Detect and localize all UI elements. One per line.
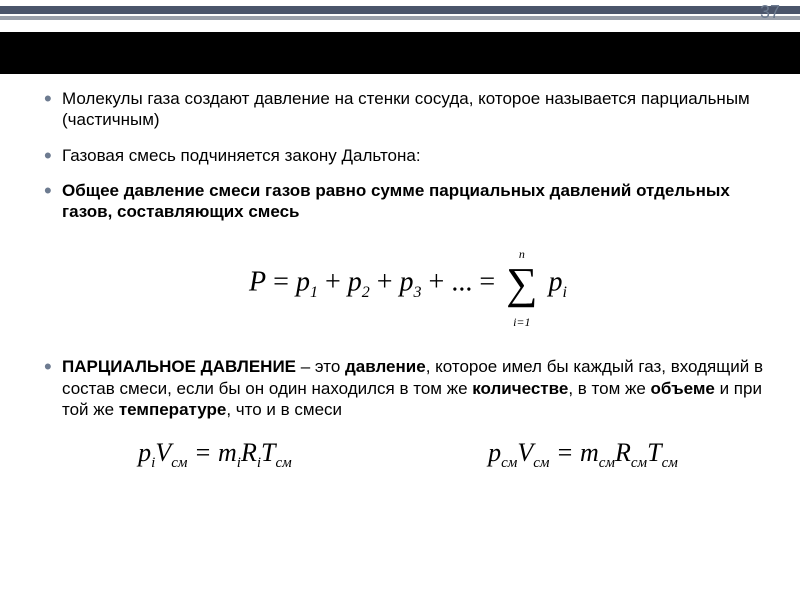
formula-piV: piVсм = miRiTсм [138, 438, 292, 472]
sym-plus1: + [318, 267, 348, 298]
f2b-V-sub: см [533, 455, 549, 471]
f2b-R-sub: см [631, 455, 647, 471]
sym-plus2: + [370, 267, 400, 298]
f2a-V: V [155, 438, 171, 467]
f2b-T-sub: см [662, 455, 678, 471]
formula-row: piVсм = miRiTсм pсмVсм = mсмRсмTсм [40, 438, 776, 472]
sym-p3: p [400, 267, 414, 298]
bullet-3: Общее давление смеси газов равно сумме п… [40, 180, 776, 223]
f2b-p-sub: см [501, 455, 517, 471]
f2a-p: p [138, 438, 151, 467]
bullet-1: Молекулы газа создают давление на стенки… [40, 88, 776, 131]
bullet-list: Молекулы газа создают давление на стенки… [40, 88, 776, 222]
sigma-icon: ∑ [506, 259, 537, 308]
b4-b: – это [296, 357, 345, 376]
slide-number: 37 [760, 2, 780, 23]
f2a-m: m [218, 438, 237, 467]
b4-i: температуре [119, 400, 227, 419]
f2b-eq: = [549, 438, 580, 467]
content: Молекулы газа создают давление на стенки… [40, 88, 776, 472]
decor-topbar2 [0, 16, 800, 20]
decor-topbar [0, 6, 800, 14]
f2b-m: m [580, 438, 599, 467]
f2a-R: R [241, 438, 257, 467]
b4-c: давление [345, 357, 426, 376]
sym-pi-i: i [563, 284, 567, 301]
b4-f: , в том же [568, 379, 650, 398]
sym-P: P [249, 267, 266, 298]
sub-3: 3 [414, 284, 422, 301]
bullet-4: ПАРЦИАЛЬНОЕ ДАВЛЕНИЕ – это давление, кот… [40, 356, 776, 420]
slide: 37 Молекулы газа создают давление на сте… [0, 0, 800, 600]
sigma-wrap: n∑i=1 [506, 236, 537, 332]
b4-a: ПАРЦИАЛЬНОЕ ДАВЛЕНИЕ [62, 357, 296, 376]
bullet-2: Газовая смесь подчиняется закону Дальтон… [40, 145, 776, 166]
decor-blackband [0, 32, 800, 74]
bullet-3-text: Общее давление смеси газов равно сумме п… [62, 181, 730, 221]
sigma-bot: i=1 [513, 315, 530, 329]
f2a-eq: = [187, 438, 218, 467]
f2a-T-sub: см [276, 455, 292, 471]
sym-p2: p [348, 267, 362, 298]
b4-e: количестве [472, 379, 568, 398]
b4-j: , что и в смеси [226, 400, 342, 419]
f2b-p: p [488, 438, 501, 467]
sym-dots: + ... = [422, 267, 503, 298]
b4-g: объеме [651, 379, 715, 398]
f2b-T: T [647, 438, 661, 467]
f2a-T: T [261, 438, 275, 467]
sub-2: 2 [362, 284, 370, 301]
formula-dalton: P = p1 + p2 + p3 + ... = n∑i=1 pi [40, 236, 776, 332]
formula-pcmV: pсмVсм = mсмRсмTсм [488, 438, 678, 472]
f2a-V-sub: см [171, 455, 187, 471]
bullet-2-text: Газовая смесь подчиняется закону Дальтон… [62, 146, 421, 165]
sym-p1: p [296, 267, 310, 298]
bullet-list-2: ПАРЦИАЛЬНОЕ ДАВЛЕНИЕ – это давление, кот… [40, 356, 776, 420]
f2b-m-sub: см [599, 455, 615, 471]
f2b-R: R [615, 438, 631, 467]
sub-1: 1 [310, 284, 318, 301]
sym-pi-p: p [549, 267, 563, 298]
bullet-1-text: Молекулы газа создают давление на стенки… [62, 89, 750, 129]
f2b-V: V [517, 438, 533, 467]
sym-eq1: = [266, 267, 296, 298]
